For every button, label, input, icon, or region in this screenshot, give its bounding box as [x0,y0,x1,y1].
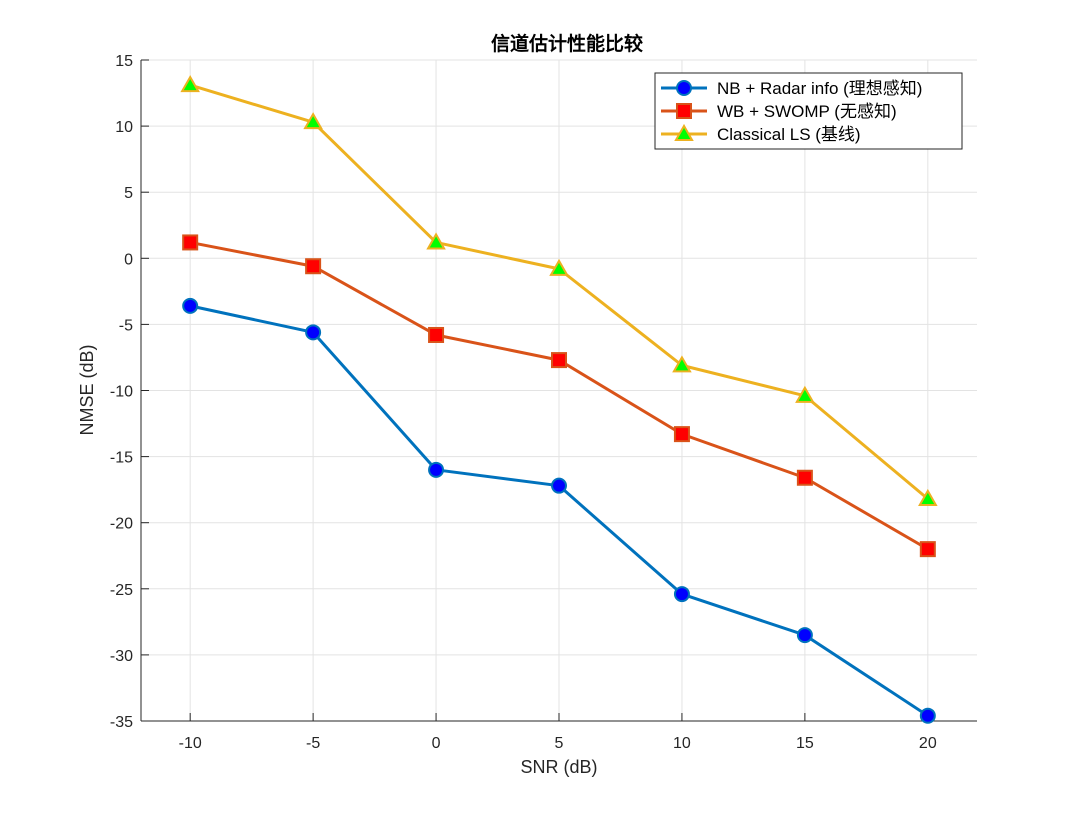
x-tick-label: -5 [306,735,320,752]
data-point [919,541,936,558]
series-layer [180,75,938,724]
data-point [549,258,569,276]
data-point [672,355,692,373]
legend-marker [676,103,692,119]
data-point [182,234,199,251]
legend-label: WB + SWOMP (无感知) [717,102,897,121]
x-tick-label: 15 [796,735,814,752]
y-tick-label: -5 [119,317,133,334]
y-axis-label: NMSE (dB) [77,344,97,435]
data-point [305,324,322,341]
y-tick-label: -30 [110,648,133,665]
data-point [551,352,567,369]
series-2 [182,234,936,558]
series-1 [182,297,936,724]
data-point [180,75,200,93]
y-tick-label: -10 [110,384,133,401]
axes-layer: -10 -5 0 5 10 15 20 15 10 5 0 -5 -10 -15 -20 -25 -30 -35 [110,53,977,752]
data-point [796,627,813,644]
data-point [795,385,815,403]
data-point [305,258,322,275]
x-tick-label: 20 [919,735,937,752]
grid-layer [141,59,977,722]
legend-label: Classical LS (基线) [717,125,861,144]
series-3 [180,75,938,506]
data-point [428,461,445,478]
y-tick-label: -15 [110,450,133,467]
data-point [918,488,938,506]
data-point [426,232,446,250]
y-tick-label: 10 [115,119,133,136]
x-tick-label: -10 [179,735,202,752]
data-point [673,426,690,443]
y-tick-label: 5 [124,185,133,202]
data-point [182,297,199,314]
legend-marker [674,123,694,142]
legend-item: WB + SWOMP (无感知) [661,102,897,121]
y-tick-label: -25 [110,582,133,599]
x-tick-label: 0 [432,735,441,752]
data-point [796,469,813,486]
y-tick-label: 0 [124,251,133,268]
legend: NB + Radar info (理想感知) WB + SWOMP (无感知) Cl… [654,72,963,150]
data-point [551,477,567,494]
chart-title: 信道估计性能比较 [491,32,643,55]
x-axis-label: SNR (dB) [520,757,597,777]
legend-marker [676,80,692,96]
legend-item: NB + Radar info (理想感知) [661,79,922,98]
y-tick-label: 15 [115,53,133,70]
data-point [428,326,445,343]
legend-label: NB + Radar info (理想感知) [717,79,922,98]
y-tick-label: -35 [110,714,133,731]
data-point [919,707,936,724]
x-tick-label: 10 [673,735,691,752]
legend-item: Classical LS (基线) [661,123,861,144]
data-point [303,112,323,130]
x-tick-label: 5 [555,735,564,752]
data-point [673,586,690,603]
y-tick-label: -20 [110,516,133,533]
